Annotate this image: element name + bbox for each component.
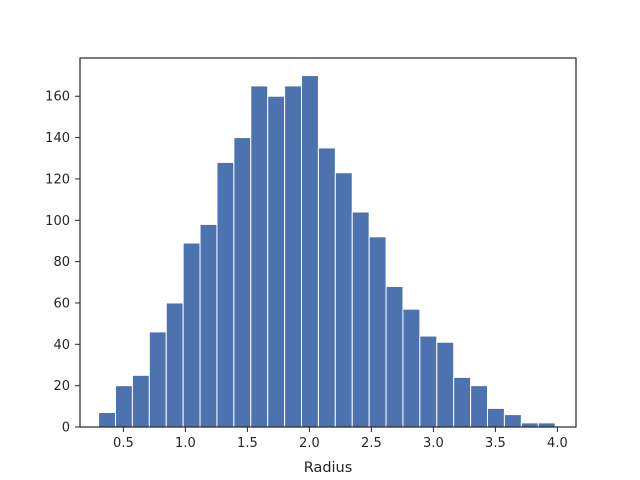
x-tick-label: 3.5	[485, 436, 506, 451]
y-tick-label: 120	[45, 172, 70, 187]
histogram-bar	[453, 376, 472, 428]
histogram-bar	[250, 85, 269, 428]
histogram-bar	[233, 137, 252, 428]
y-axis-ticks: 0 20 40 60 80 100 120 140 160	[45, 90, 80, 436]
y-tick-label: 140	[45, 131, 70, 146]
y-tick-label: 40	[53, 338, 70, 353]
y-tick-label: 160	[45, 90, 70, 105]
plot-frame	[79, 57, 577, 428]
histogram-bar	[284, 85, 303, 428]
histogram-bar	[419, 335, 438, 428]
histogram-bar	[368, 236, 387, 428]
y-tick-label: 80	[53, 255, 70, 270]
x-tick-label: 4.0	[547, 436, 568, 451]
histogram-bar	[301, 75, 319, 428]
histogram-bar	[216, 161, 235, 428]
histogram-bar	[351, 211, 370, 428]
histogram-bar	[385, 285, 404, 428]
y-tick-label: 20	[53, 379, 70, 394]
histogram-bar	[503, 414, 522, 428]
histogram-bar	[148, 331, 167, 428]
histogram-bar	[436, 341, 455, 428]
x-tick-label: 0.5	[113, 436, 134, 451]
histogram-bar	[487, 407, 505, 428]
x-axis-label: Radius	[304, 460, 353, 476]
x-tick-label: 2.0	[299, 436, 320, 451]
y-tick-label: 0	[62, 421, 70, 436]
y-tick-label: 60	[53, 296, 70, 311]
histogram-bar	[98, 412, 117, 428]
x-tick-label: 3.0	[423, 436, 444, 451]
histogram-bar	[165, 302, 184, 428]
x-tick-label: 1.5	[237, 436, 258, 451]
histogram-bar	[402, 308, 421, 428]
bars-group	[98, 75, 556, 428]
histogram-bar	[199, 223, 218, 428]
histogram-bar	[537, 422, 556, 428]
x-tick-label: 2.5	[361, 436, 382, 451]
histogram-bar	[470, 385, 489, 428]
y-tick-label: 100	[45, 214, 70, 229]
histogram-bar	[182, 242, 201, 428]
histogram-bar	[520, 422, 539, 428]
histogram-bar	[317, 147, 336, 428]
histogram-bar	[131, 374, 150, 428]
histogram-bar	[115, 385, 133, 428]
histogram-bar	[267, 95, 286, 428]
x-tick-label: 1.0	[175, 436, 196, 451]
histogram-bar	[334, 172, 353, 428]
x-axis-ticks: 0.5 1.0 1.5 2.0 2.5 3.0 3.5 4.0	[113, 427, 568, 451]
